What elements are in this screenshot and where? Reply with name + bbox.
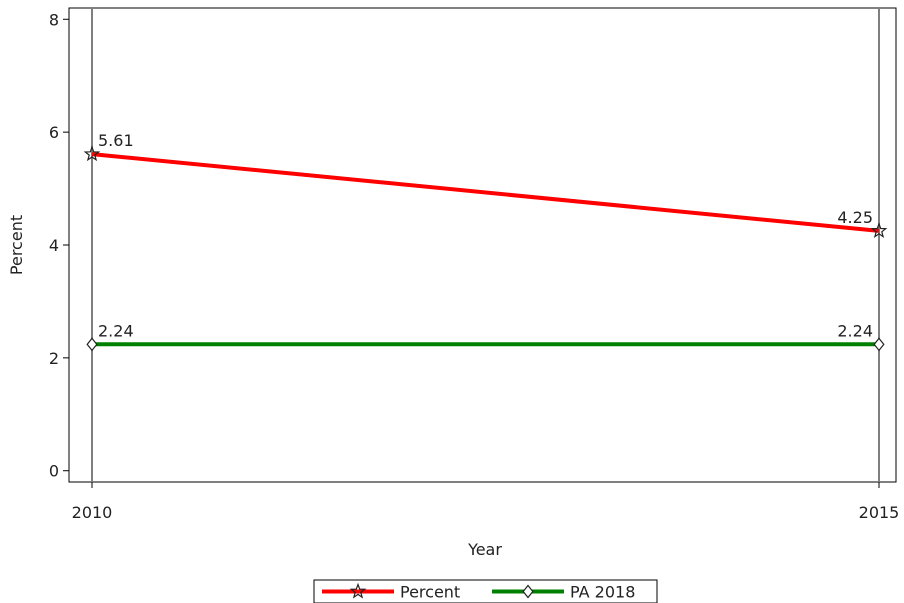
legend: Percent PA 2018 — [313, 579, 658, 603]
data-label-pa-2018-2015: 2.24 — [837, 321, 873, 340]
y-tick-label-6: 6 — [49, 123, 59, 142]
data-label-percent-2015: 4.25 — [837, 208, 873, 227]
legend-marker-percent — [349, 582, 367, 599]
point-percent-2015 — [870, 222, 888, 239]
legend-marker-pa-2018 — [522, 584, 534, 599]
y-tick-label-8: 8 — [49, 10, 59, 29]
x-axis-title: Year — [467, 540, 502, 559]
y-tick-label-0: 0 — [49, 462, 59, 481]
plot-frame — [68, 7, 897, 483]
series-line-percent — [91, 152, 880, 233]
point-percent-2010 — [83, 145, 101, 162]
data-label-pa-2018-2010: 2.24 — [98, 321, 134, 340]
legend-box — [313, 579, 658, 603]
y-tick-label-2: 2 — [49, 349, 59, 368]
legend-label-pa-2018: PA 2018 — [570, 583, 635, 602]
point-pa-2018-2015 — [873, 337, 885, 352]
y-axis-title: Percent — [7, 215, 26, 275]
y-tick-label-4: 4 — [49, 236, 59, 255]
x-tick-label-2015: 2015 — [859, 503, 900, 522]
data-label-percent-2010: 5.61 — [98, 131, 134, 150]
x-tick-label-2010: 2010 — [72, 503, 113, 522]
point-pa-2018-2010 — [86, 337, 98, 352]
legend-label-percent: Percent — [400, 583, 460, 602]
